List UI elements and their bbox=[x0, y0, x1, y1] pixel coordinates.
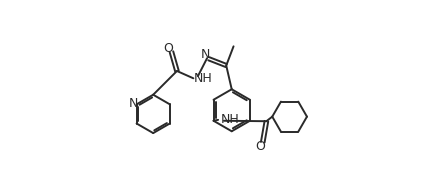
Text: N: N bbox=[201, 48, 210, 61]
Text: O: O bbox=[256, 140, 266, 153]
Text: NH: NH bbox=[194, 72, 213, 85]
Text: O: O bbox=[163, 42, 173, 55]
Text: N: N bbox=[129, 97, 138, 110]
Text: NH: NH bbox=[221, 113, 240, 126]
